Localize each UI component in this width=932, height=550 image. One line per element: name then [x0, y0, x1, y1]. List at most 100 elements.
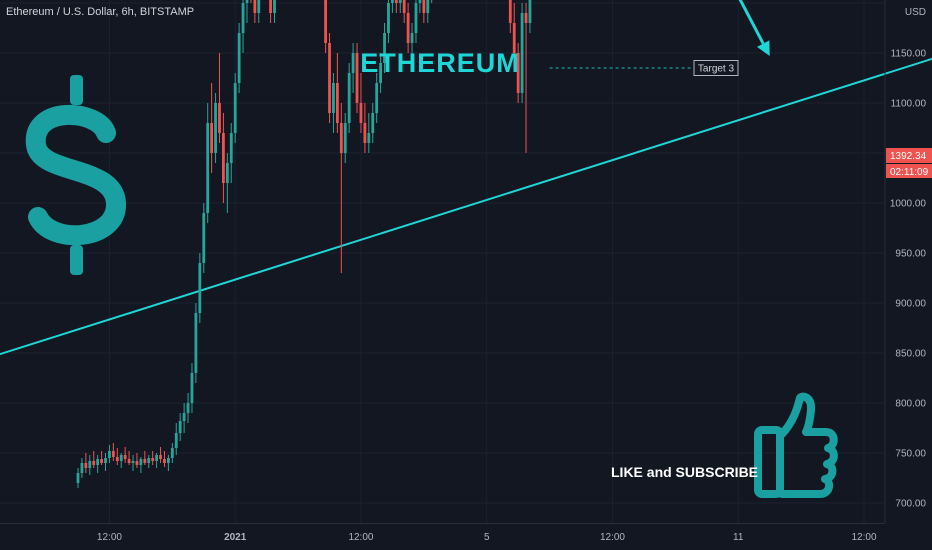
candle-body	[383, 33, 386, 63]
candle	[383, 23, 386, 73]
candle-body	[273, 0, 276, 13]
candle	[418, 0, 422, 13]
price-tick-label: 900.00	[895, 299, 926, 310]
candle	[104, 453, 107, 471]
candle-body	[328, 43, 331, 113]
price-tick-label: 700.00	[895, 499, 926, 510]
candle-body	[111, 451, 115, 457]
candle	[398, 0, 402, 13]
target-levels: Target 1Target 2Target 3	[549, 60, 739, 76]
candle-body	[88, 461, 92, 468]
candle-body	[528, 0, 532, 23]
candle-body	[147, 458, 151, 463]
candle-body	[206, 123, 210, 213]
time-tick-label: 2021	[224, 532, 247, 543]
candle-body	[163, 459, 166, 463]
candle-body	[324, 0, 327, 43]
price-channel	[0, 57, 932, 356]
candle-body	[166, 458, 170, 463]
candle	[178, 413, 182, 441]
candle	[524, 3, 528, 153]
candlestick-series	[76, 0, 532, 488]
candle	[194, 303, 198, 383]
candle-body	[339, 123, 343, 153]
candle	[147, 455, 151, 468]
candle-body	[422, 0, 426, 13]
candle-body	[375, 83, 379, 113]
candle-body	[418, 0, 422, 3]
price-tick-label: 1000.00	[890, 199, 927, 210]
candle	[410, 23, 414, 63]
candle	[135, 453, 139, 468]
candle-body	[347, 73, 351, 123]
candle	[367, 113, 371, 153]
candle-body	[367, 133, 371, 143]
candle-body	[96, 459, 100, 465]
candle-body	[222, 133, 225, 183]
target-label: Target 3	[698, 64, 735, 75]
last-price-badge: 1392.34	[886, 148, 932, 163]
candle	[359, 73, 363, 133]
candle	[80, 458, 84, 478]
time-tick-label: 11	[733, 532, 744, 543]
candle-body	[406, 13, 410, 43]
candle-body	[355, 53, 359, 103]
candle	[512, 3, 516, 63]
candle	[186, 393, 190, 423]
candle	[273, 0, 276, 23]
candle	[202, 203, 206, 273]
candle	[528, 0, 532, 33]
candle-body	[80, 463, 84, 473]
candle-body	[190, 373, 194, 403]
candle	[155, 453, 158, 468]
candle-body	[104, 458, 107, 463]
candle	[76, 468, 80, 488]
candle-body	[139, 459, 143, 465]
candle	[88, 455, 92, 475]
candle-body	[218, 103, 221, 133]
candle	[253, 0, 257, 23]
candle	[324, 0, 327, 53]
grid	[0, 0, 885, 523]
candle-body	[170, 448, 174, 458]
candle-body	[516, 53, 520, 93]
candle	[127, 451, 131, 465]
candle	[394, 0, 398, 13]
candle	[335, 53, 339, 133]
candle-body	[194, 313, 198, 373]
candle-body	[363, 123, 367, 143]
candle-body	[426, 0, 430, 13]
candle-body	[123, 455, 127, 459]
candle	[406, 3, 410, 53]
candle	[351, 43, 355, 93]
candle	[257, 0, 261, 23]
candle	[123, 447, 127, 463]
candle-body	[257, 0, 261, 13]
candle	[166, 455, 170, 471]
candle-body	[225, 163, 229, 183]
candle	[379, 53, 383, 93]
candle-body	[524, 13, 528, 23]
overlay-title: ETHEREUM	[360, 48, 520, 78]
candle	[222, 113, 225, 203]
candle-body	[394, 0, 398, 3]
candle	[422, 0, 426, 23]
candle	[355, 43, 359, 113]
candle-body	[155, 455, 158, 461]
candle	[241, 0, 245, 53]
price-tick-label: 1150.00	[891, 49, 927, 60]
candle-body	[398, 0, 402, 3]
candle	[100, 451, 103, 465]
candle	[269, 0, 272, 23]
candle-body	[100, 459, 103, 463]
candle-body	[520, 13, 524, 93]
candle	[375, 73, 379, 123]
candle	[108, 445, 111, 463]
candle-body	[151, 458, 155, 461]
candle-body	[508, 0, 512, 23]
price-axis-unit: USD	[905, 7, 926, 18]
candle-body	[351, 53, 355, 73]
price-tick-label: 750.00	[895, 449, 926, 460]
candle-body	[202, 213, 206, 263]
